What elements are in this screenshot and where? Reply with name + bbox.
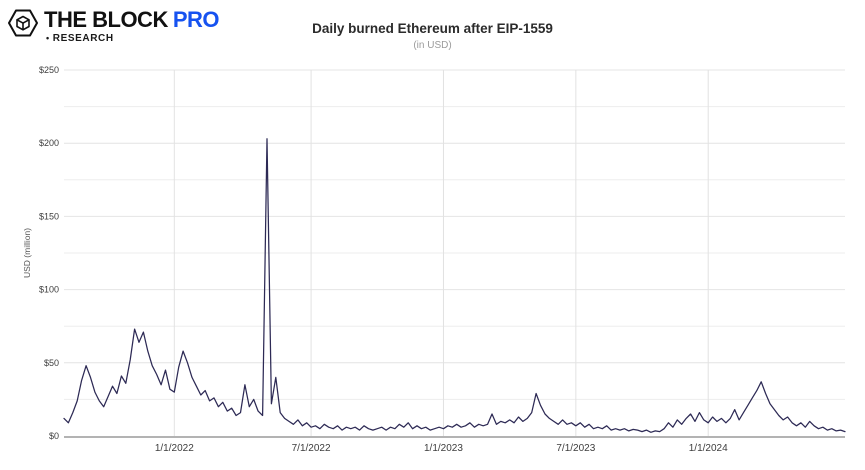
logo-research-label: • RESEARCH	[46, 33, 114, 44]
logo-the-block: THE BLOCK	[44, 7, 168, 32]
y-tick-label: $50	[44, 358, 59, 368]
x-axis-tick-labels: 1/1/2022 7/1/2022 1/1/2023 7/1/2023 1/1/2024	[155, 443, 728, 454]
x-tick-label: 1/1/2024	[689, 443, 728, 454]
the-block-hexagon-cube-icon	[8, 9, 38, 37]
the-block-pro-logo[interactable]: THE BLOCK PRO • RESEARCH	[8, 7, 220, 47]
y-tick-label: $0	[49, 431, 59, 441]
data-line-series	[63, 138, 846, 433]
logo-wordmark: THE BLOCK PRO	[44, 7, 220, 33]
x-tick-label: 1/1/2023	[424, 443, 463, 454]
x-tick-label: 7/1/2023	[556, 443, 595, 454]
x-tick-label: 7/1/2022	[292, 443, 331, 454]
chart-subtitle: (in USD)	[413, 40, 452, 51]
chart-title: Daily burned Ethereum after EIP-1559	[312, 21, 553, 36]
x-tick-label: 1/1/2022	[155, 443, 194, 454]
burned-eth-series-line	[63, 138, 846, 433]
y-axis-title-text: USD (million)	[22, 228, 32, 278]
y-axis-title: USD (million)	[22, 228, 32, 278]
vertical-gridlines	[173, 70, 709, 436]
y-tick-label: $100	[39, 285, 59, 295]
horizontal-gridlines	[64, 69, 845, 400]
logo-pro: PRO	[172, 7, 220, 32]
y-axis-tick-labels: $0 $50 $100 $150 $200 $250	[39, 65, 59, 441]
y-tick-label: $250	[39, 65, 59, 75]
y-tick-label: $150	[39, 211, 59, 221]
y-tick-label: $200	[39, 138, 59, 148]
bullet-icon: •	[46, 33, 50, 43]
